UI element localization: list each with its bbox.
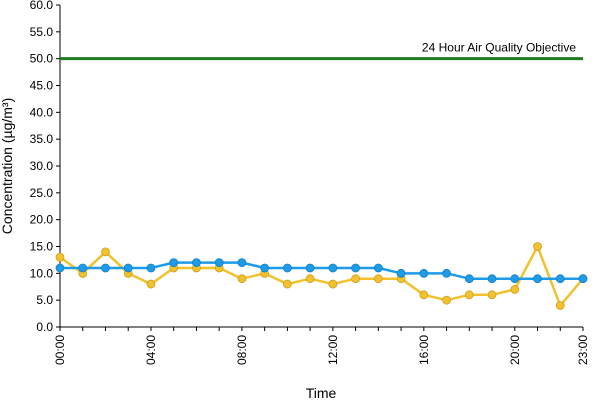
y-tick-label: 0.0	[36, 320, 53, 334]
series-1	[55, 258, 588, 284]
y-tick-label: 30.0	[30, 159, 54, 173]
data-point	[282, 263, 292, 273]
data-point	[328, 263, 338, 273]
data-point	[192, 258, 201, 268]
y-tick-label: 25.0	[30, 186, 54, 200]
y-axis-title: Concentration (µg/m³)	[0, 98, 15, 234]
y-tick-label: 55.0	[30, 25, 54, 39]
data-point	[464, 290, 474, 300]
series-2	[55, 242, 588, 310]
data-point	[101, 247, 110, 257]
data-point	[146, 279, 156, 289]
y-tick-label: 10.0	[30, 266, 54, 280]
x-tick-label: 20:00	[508, 335, 522, 365]
data-point	[55, 263, 65, 273]
data-point	[555, 301, 565, 310]
x-axis-title: Time	[306, 385, 337, 400]
data-point	[373, 274, 383, 284]
data-point	[533, 274, 542, 284]
x-tick-label: 08:00	[235, 335, 249, 365]
x-tick-label: 00:00	[53, 335, 67, 365]
data-point	[555, 274, 565, 284]
y-tick-label: 5.0	[36, 293, 53, 307]
y-tick-label: 35.0	[30, 132, 54, 146]
data-point	[419, 290, 429, 300]
y-tick-label: 40.0	[30, 105, 54, 119]
data-point	[487, 274, 497, 284]
x-tick-label: 16:00	[417, 335, 431, 365]
data-point	[578, 274, 588, 284]
y-tick-label: 20.0	[30, 213, 54, 227]
data-point	[396, 268, 406, 278]
data-point	[169, 258, 179, 268]
data-point	[351, 263, 361, 273]
series-group	[55, 242, 588, 310]
data-point	[78, 263, 88, 273]
x-axis-ticks: 00:00 04:00 08:00 12:00 16:00 20:00 23:00	[53, 327, 590, 365]
x-tick-label: 23:00	[576, 335, 590, 365]
data-point	[123, 263, 133, 273]
y-axis-ticks: 0.0 5.0 10.0 15.0 20.0 25.0 30.0 35.0 40.0 45.0 50…	[30, 0, 60, 334]
data-point	[373, 263, 383, 273]
data-point	[146, 263, 156, 273]
data-point	[214, 258, 224, 268]
y-tick-label: 45.0	[30, 79, 54, 93]
reference-line-label: 24 Hour Air Quality Objective	[422, 41, 576, 55]
data-point	[328, 279, 338, 289]
series-line	[59, 245, 584, 307]
data-point	[55, 252, 65, 262]
data-point	[237, 274, 247, 284]
data-point	[260, 263, 270, 273]
data-point	[487, 290, 497, 300]
y-tick-label: 50.0	[30, 52, 54, 66]
data-point	[282, 279, 292, 289]
series-line	[60, 261, 583, 280]
data-point	[101, 263, 110, 273]
data-point	[419, 268, 429, 278]
x-tick-label: 04:00	[144, 335, 158, 365]
data-point	[442, 295, 451, 305]
data-point	[305, 274, 315, 284]
data-point	[510, 285, 520, 294]
data-point	[237, 258, 247, 268]
reference-line-group: 24 Hour Air Quality Objective	[60, 41, 583, 61]
x-tick-label: 12:00	[326, 335, 340, 365]
data-point	[442, 268, 451, 278]
y-tick-label: 60.0	[30, 0, 54, 12]
data-point	[510, 274, 520, 284]
data-point	[305, 263, 315, 273]
data-point	[351, 274, 361, 284]
data-point	[464, 274, 474, 284]
y-tick-label: 15.0	[30, 240, 54, 254]
data-point	[533, 242, 542, 251]
